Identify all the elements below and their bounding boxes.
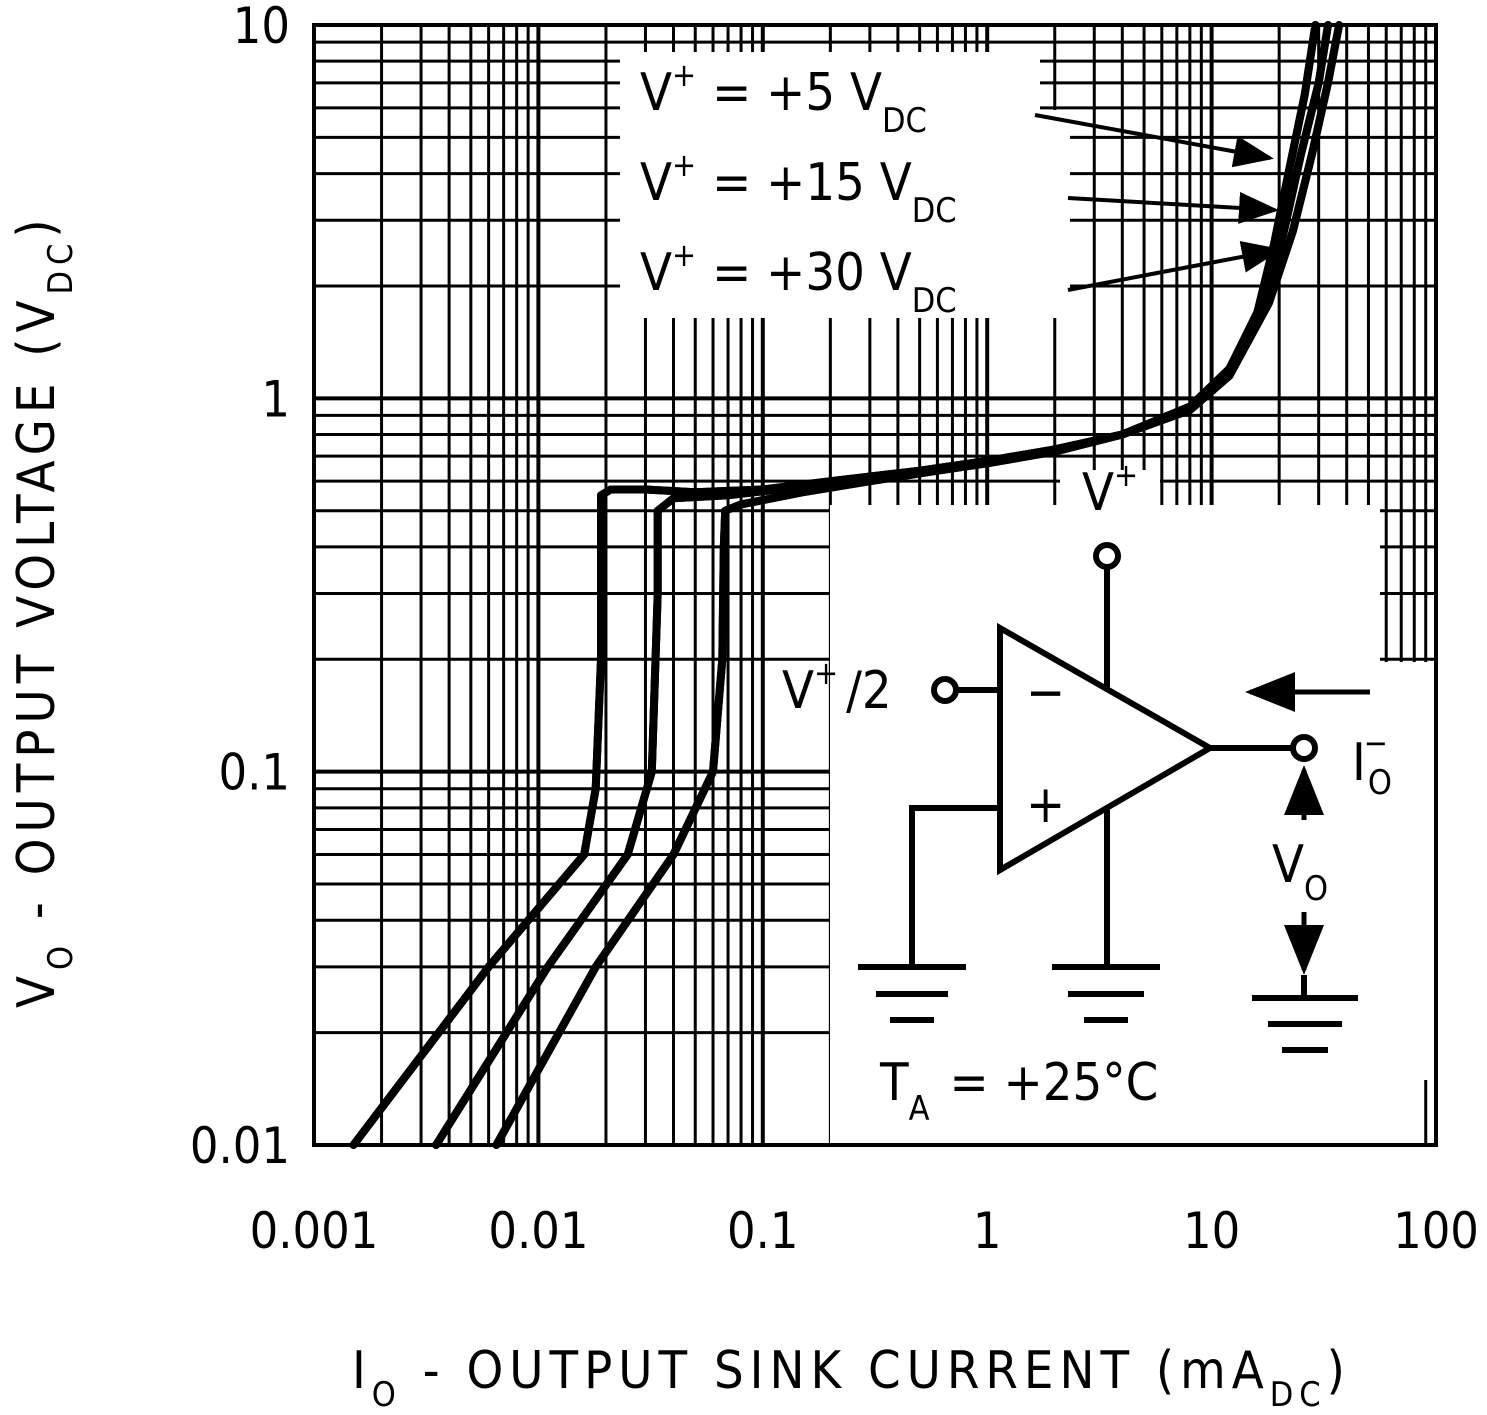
inset-current-main: I [1352,733,1366,793]
legend-5v-v: V [640,63,672,123]
y-tick-label: 0.1 [218,744,290,802]
inset-vout-sub: O [1304,869,1328,909]
legend-5v-sup: + [672,56,696,94]
x-axis-label-unit-sub: DC [1270,1375,1327,1415]
inset-current-sup: − [1364,724,1388,762]
inset-current-sub: O [1368,763,1392,803]
x-axis-label: IO - OUTPUT SINK CURRENT (mADC) [352,1341,1351,1415]
inset-vout-label: VO [1272,835,1328,909]
noninverting-input-wire [909,805,1000,965]
inset-input-sup: + [814,654,838,692]
legend-5v-eq: = +5 V [712,63,882,123]
x-tick-label: 100 [1393,1202,1479,1260]
inset-supply-label: V+ [1082,456,1138,523]
legend-arrow-30v [1067,241,1282,292]
legend-30v-sub: DC [912,281,957,321]
test-circuit-schematic [858,542,1370,1053]
plot-frame [312,23,1438,1147]
x-tick-labels: 0.001 0.01 0.1 1 10 100 [250,1202,1479,1260]
legend-label-5v: V+ = +5 VDC [640,56,927,141]
legend-arrow-5v [1034,113,1274,168]
inset-input-rest: /2 [846,661,892,721]
legend-5v-sub: DC [882,101,927,141]
inset-current-label: I− O [1352,724,1392,803]
y-tick-label: 0.01 [190,1117,290,1175]
x-tick-label: 0.001 [250,1202,379,1260]
y-axis-label-rest: - OUTPUT VOLTAGE (V [7,295,67,940]
legend-15v-eq: = +15 V [712,153,912,213]
output-terminal [1290,734,1318,762]
inset-temp-label: TA = +25°C [879,1053,1158,1129]
legend-15v-sup: + [672,146,696,184]
x-axis-label-rest: - OUTPUT SINK CURRENT (mA [402,1341,1270,1401]
inset-input-label: V+/2 [782,654,892,721]
inset-minus-sign: − [1026,663,1065,723]
x-tick-label: 0.01 [488,1202,588,1260]
inset-supply-v: V [1082,463,1114,523]
x-axis-label-end: ) [1327,1341,1351,1401]
legend-arrow-15v [1067,191,1279,224]
legend-background [620,52,1070,318]
y-axis-label-unit-sub: DC [41,238,81,295]
inset-temp-sub: A [909,1089,930,1129]
inset-plus-sign: + [1026,775,1065,835]
y-tick-label: 10 [233,0,290,55]
legend-label-15v: V+ = +15 VDC [640,146,957,231]
y-tick-labels: 0.01 0.1 1 10 [190,0,290,1175]
x-tick-label: 10 [1183,1202,1240,1260]
legend-30v-sup: + [672,236,696,274]
x-tick-label: 1 [973,1202,1002,1260]
inset-input-v: V [782,661,814,721]
y-axis-label-main: V [7,970,67,1008]
inset-temp-main: T [879,1053,909,1113]
inset-vout-main: V [1272,835,1304,895]
inset-background [830,470,1436,1145]
inset-supply-sup: + [1114,456,1138,494]
legend-15v-v: V [640,153,672,213]
x-axis-label-main: I [352,1341,372,1401]
x-axis-label-sub: O [372,1375,402,1415]
y-tick-label: 1 [261,370,290,428]
opamp-triangle [997,622,1217,876]
legend-30v-eq: = +30 V [712,243,912,303]
legend-15v-sub: DC [912,191,957,231]
y-axis-label-sub: O [41,940,81,970]
series-line-overlay-2 [492,21,1344,1149]
legend-30v-v: V [640,243,672,303]
legend-label-30v: V+ = +30 VDC [640,236,957,321]
y-axis-label-end: ) [7,213,67,237]
y-axis-label: VO - OUTPUT VOLTAGE (VDC) [7,213,81,1008]
x-tick-label: 0.1 [727,1202,799,1260]
inset-temp-rest: = +25°C [950,1053,1159,1113]
